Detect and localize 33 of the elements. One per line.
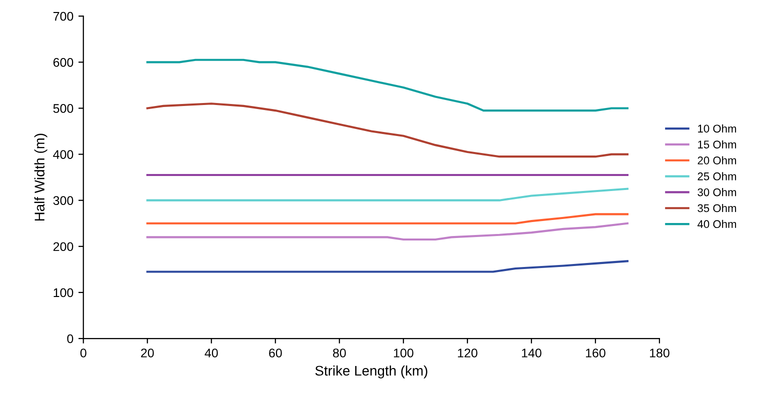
legend-label: 30 Ohm: [698, 188, 736, 196]
y-tick-label: 100: [54, 288, 74, 298]
legend-label: 20 Ohm: [698, 156, 736, 164]
y-tick-label: 500: [53, 104, 74, 113]
legend-label: 10 Ohm: [698, 124, 736, 133]
y-axis-title: Half Width (m): [34, 134, 48, 221]
line-series: [146, 222, 628, 241]
legend-label: 25 Ohm: [698, 172, 736, 180]
x-tick-label: 100: [394, 348, 414, 358]
x-tick-label: 180: [650, 348, 670, 358]
y-tick-label: 300: [53, 196, 74, 205]
line-series: [146, 58, 628, 112]
y-tick-label: 0: [67, 334, 74, 344]
x-tick-label: 40: [204, 348, 218, 358]
y-tick-label: 600: [53, 58, 74, 67]
line-series: [146, 213, 628, 224]
y-tick-label: 200: [53, 242, 74, 252]
y-tick-label: 400: [53, 150, 74, 159]
x-tick-label: 0: [80, 348, 86, 358]
x-tick-label: 60: [269, 348, 282, 358]
line-series: [146, 188, 628, 202]
line-series: [146, 260, 628, 273]
x-tick-label: 80: [333, 348, 346, 358]
x-tick-label: 120: [458, 348, 478, 358]
y-tick-label: 700: [53, 12, 74, 21]
legend-label: 40 Ohm: [697, 220, 736, 228]
legend-label: 15 Ohm: [698, 140, 736, 148]
x-axis-title: Strike Length (km): [315, 365, 428, 378]
legend-label: 35 Ohm: [698, 204, 736, 212]
x-tick-label: 160: [586, 348, 606, 358]
x-tick-label: 140: [522, 348, 542, 358]
x-tick-label: 20: [141, 348, 154, 358]
line-series: [146, 102, 628, 158]
